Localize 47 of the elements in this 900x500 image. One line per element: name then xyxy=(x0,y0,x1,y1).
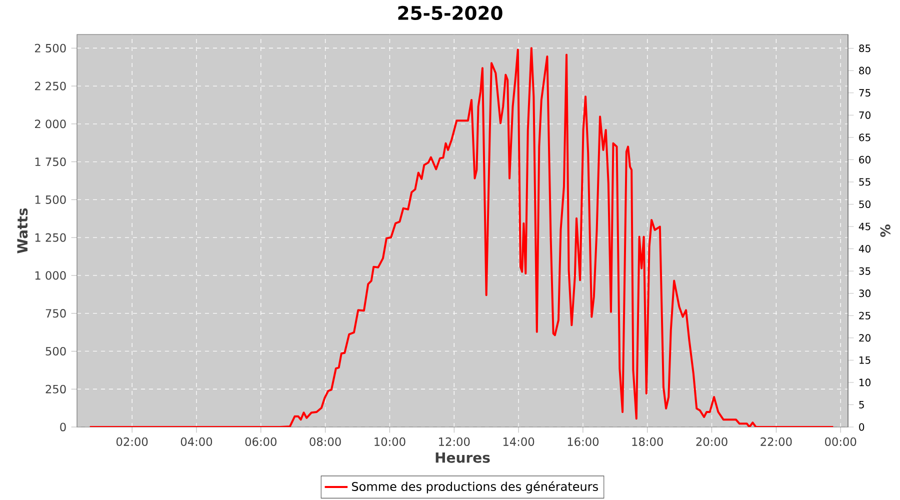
y2-tick-label: 70 xyxy=(859,111,870,119)
y2-tick-label: 45 xyxy=(858,222,870,230)
y2-tick-label: 50 xyxy=(859,200,870,208)
chart-title: 25-5-2020 xyxy=(398,6,502,20)
y-tick-label: 2 000 xyxy=(34,120,66,128)
x-tick-label: 12:00 xyxy=(439,437,470,446)
y-tick-label: 250 xyxy=(46,384,66,394)
x-tick-label: 18:00 xyxy=(632,437,663,446)
y2-tick-label: 40 xyxy=(858,245,870,253)
y2-tick-label: 15 xyxy=(860,356,870,364)
x-tick-label: 02:00 xyxy=(116,437,148,446)
y-axis-title: Watts xyxy=(17,208,28,254)
y-tick-label: 1 500 xyxy=(35,195,66,204)
x-tick-label: 00:00 xyxy=(825,437,856,446)
y2-tick-label: 65 xyxy=(859,134,870,142)
x-tick-label: 16:00 xyxy=(568,437,599,446)
y-tick-label: 0 xyxy=(60,422,66,432)
y2-tick-label: 80 xyxy=(859,66,870,74)
x-tick-label: 10:00 xyxy=(374,437,406,446)
y-tick-label: 2 250 xyxy=(34,82,66,90)
x-tick-label: 14:00 xyxy=(503,437,534,446)
x-axis-title: Heures xyxy=(436,452,490,463)
y2-tick-label: 10 xyxy=(860,378,870,386)
y2-tick-label: 75 xyxy=(859,89,870,97)
legend-label: Somme des productions des générateurs xyxy=(352,481,598,494)
x-tick-label: 20:00 xyxy=(696,437,728,446)
y-tick-label: 500 xyxy=(46,346,66,356)
y2-tick-label: 25 xyxy=(859,312,870,320)
y-tick-label: 1 250 xyxy=(35,233,66,242)
y2-tick-label: 55 xyxy=(859,178,870,186)
x-tick-label: 06:00 xyxy=(245,437,276,446)
x-tick-label: 22:00 xyxy=(760,437,792,446)
y2-tick-label: 85 xyxy=(859,44,870,52)
y2-tick-label: 20 xyxy=(859,334,870,342)
y-tick-label: 750 xyxy=(46,309,66,318)
y2-tick-label: 60 xyxy=(859,156,870,164)
x-tick-label: 04:00 xyxy=(180,437,212,446)
line-series xyxy=(88,47,834,427)
y2-tick-label: 0 xyxy=(859,423,864,431)
y-tick-label: 2 500 xyxy=(34,44,66,52)
y2-tick-label: 35 xyxy=(859,267,870,275)
y2-axis-title: % xyxy=(880,224,890,238)
x-tick-label: 08:00 xyxy=(310,437,341,446)
y-tick-label: 1 000 xyxy=(35,271,66,280)
y2-tick-label: 30 xyxy=(859,290,870,298)
y-tick-label: 1 750 xyxy=(35,158,66,166)
y2-tick-label: 5 xyxy=(859,401,864,408)
